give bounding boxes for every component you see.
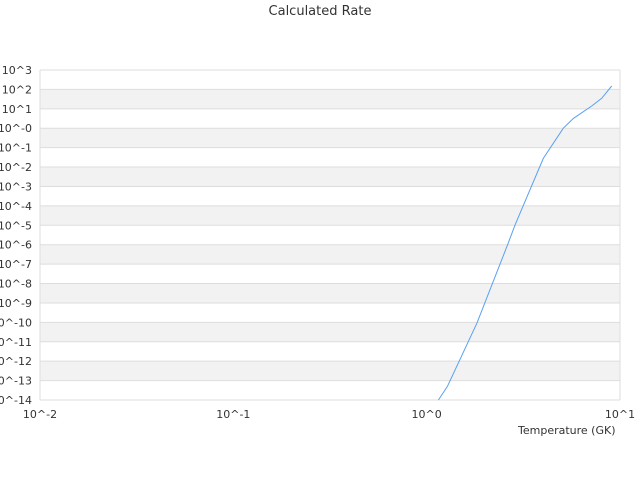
y-tick-label: 10^-13 xyxy=(0,375,32,388)
grid-band xyxy=(40,283,620,303)
x-tick-label: 10^1 xyxy=(605,408,635,421)
x-axis-label: Temperature (GK) xyxy=(518,424,616,437)
y-tick-label: 10^-3 xyxy=(0,180,32,193)
grid-band xyxy=(40,244,620,265)
y-tick-label: 10^-8 xyxy=(0,278,32,291)
chart-title: Calculated Rate xyxy=(268,4,372,19)
y-tick-label: 10^3 xyxy=(2,64,32,77)
grid-band xyxy=(40,361,620,381)
y-tick-label: 10^-0 xyxy=(0,122,32,135)
grid-band xyxy=(40,89,620,109)
rate-series-line xyxy=(437,85,613,401)
y-tick-label: 10^-11 xyxy=(0,336,32,349)
grid-band xyxy=(40,167,620,187)
x-tick-label: 10^-1 xyxy=(216,408,250,421)
grid-band xyxy=(40,205,620,226)
y-tick-label: 10^-6 xyxy=(0,239,32,252)
y-tick-label: 10^-4 xyxy=(0,200,32,213)
y-tick-label: 10^-1 xyxy=(0,142,32,155)
grid-band xyxy=(40,322,620,342)
y-tick-label: 10^1 xyxy=(2,103,32,116)
y-tick-label: 10^-10 xyxy=(0,316,32,329)
y-tick-label: 10^-9 xyxy=(0,297,32,310)
grid-band xyxy=(40,128,620,148)
y-tick-label: 10^2 xyxy=(2,83,32,96)
y-tick-label: 10^-7 xyxy=(0,258,32,271)
y-tick-label: 10^-2 xyxy=(0,161,32,174)
y-tick-label: 10^-12 xyxy=(0,355,32,368)
y-tick-label: 10^-5 xyxy=(0,219,32,232)
x-tick-label: 10^0 xyxy=(412,408,442,421)
x-tick-label: 10^-2 xyxy=(23,408,57,421)
y-tick-label: 10^-14 xyxy=(0,394,32,407)
